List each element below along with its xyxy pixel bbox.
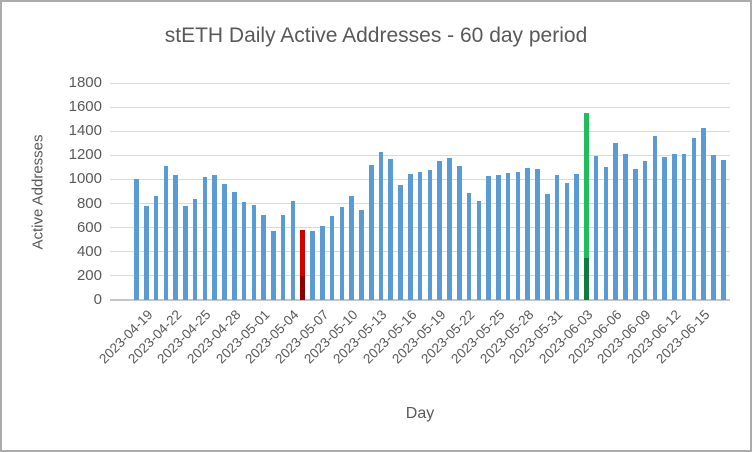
green-highlight-bar <box>584 112 589 300</box>
bar <box>163 166 169 300</box>
bar <box>505 172 511 300</box>
bar <box>143 205 149 300</box>
bar <box>613 142 618 300</box>
bar <box>241 202 247 300</box>
bar <box>691 137 697 300</box>
bar <box>173 174 178 300</box>
bar <box>290 201 296 300</box>
bar <box>437 161 442 300</box>
bar <box>466 192 472 300</box>
bar <box>153 196 159 300</box>
bar <box>359 210 364 300</box>
bar <box>339 206 345 300</box>
bar <box>574 174 579 300</box>
bar <box>721 160 726 300</box>
bar <box>711 155 716 300</box>
y-tick-label: 1200 <box>68 146 102 164</box>
bar <box>368 164 374 300</box>
bar <box>349 195 354 300</box>
gridline <box>110 82 730 84</box>
x-axis-line <box>110 299 730 301</box>
y-tick-label: 1400 <box>68 122 102 140</box>
bar <box>525 168 530 300</box>
bar <box>183 205 188 300</box>
bar <box>310 230 315 300</box>
bar <box>642 161 648 300</box>
bar <box>271 230 276 300</box>
bar <box>701 127 707 300</box>
bar <box>261 215 266 300</box>
bar <box>564 183 570 300</box>
bar <box>652 136 658 300</box>
bar <box>280 215 286 300</box>
bar <box>427 170 433 300</box>
gridline <box>110 106 730 108</box>
bar <box>388 158 394 300</box>
bar <box>456 166 462 300</box>
y-tick-label: 0 <box>93 291 102 308</box>
bar <box>398 185 403 300</box>
y-tick-label: 200 <box>76 266 102 284</box>
gridline <box>110 130 730 132</box>
red-highlight-bar <box>300 230 306 300</box>
bar <box>202 177 208 300</box>
bar <box>232 191 237 300</box>
bar <box>535 169 540 300</box>
bar <box>544 193 550 300</box>
bar <box>515 171 521 300</box>
bar <box>632 168 638 300</box>
y-tick-label: 800 <box>76 194 102 212</box>
bar <box>476 201 482 300</box>
bar <box>134 179 139 300</box>
chart-title: stETH Daily Active Addresses - 60 day pe… <box>164 24 588 47</box>
plot-area <box>110 82 730 301</box>
y-tick-label: 600 <box>76 218 102 236</box>
y-tick-label: 1600 <box>68 98 102 116</box>
bar <box>329 216 335 300</box>
bar <box>251 204 257 300</box>
bar <box>320 226 325 300</box>
bar <box>192 198 198 300</box>
x-axis-title: Day <box>405 405 435 422</box>
bar <box>554 175 560 300</box>
bar <box>212 175 218 300</box>
bar <box>672 153 677 300</box>
gridline <box>110 154 730 156</box>
bar <box>486 176 491 300</box>
bar <box>417 172 423 300</box>
bar <box>496 175 501 300</box>
y-tick-label: 1800 <box>68 74 102 91</box>
bar <box>603 166 609 300</box>
bar <box>378 152 384 300</box>
y-tick-label: 1000 <box>68 170 102 188</box>
bar <box>623 153 628 300</box>
bar <box>447 157 452 300</box>
y-tick-label: 400 <box>76 242 102 260</box>
bar <box>222 184 227 300</box>
bar <box>408 174 413 300</box>
bar <box>681 153 687 300</box>
bar <box>662 157 667 300</box>
bar <box>593 155 599 300</box>
